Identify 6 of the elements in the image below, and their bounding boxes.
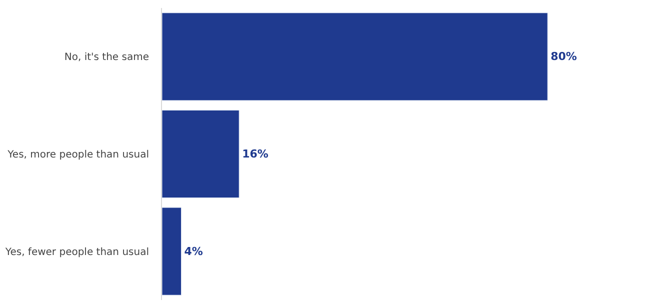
y-tick-label: No, it's the same xyxy=(64,52,149,64)
y-tick-label: Yes, fewer people than usual xyxy=(4,246,149,258)
data-label: 80% xyxy=(550,50,577,64)
data-label: 4% xyxy=(184,244,203,258)
data-label: 16% xyxy=(242,148,268,160)
y-tick-label: Yes, more people than usual xyxy=(6,150,149,160)
